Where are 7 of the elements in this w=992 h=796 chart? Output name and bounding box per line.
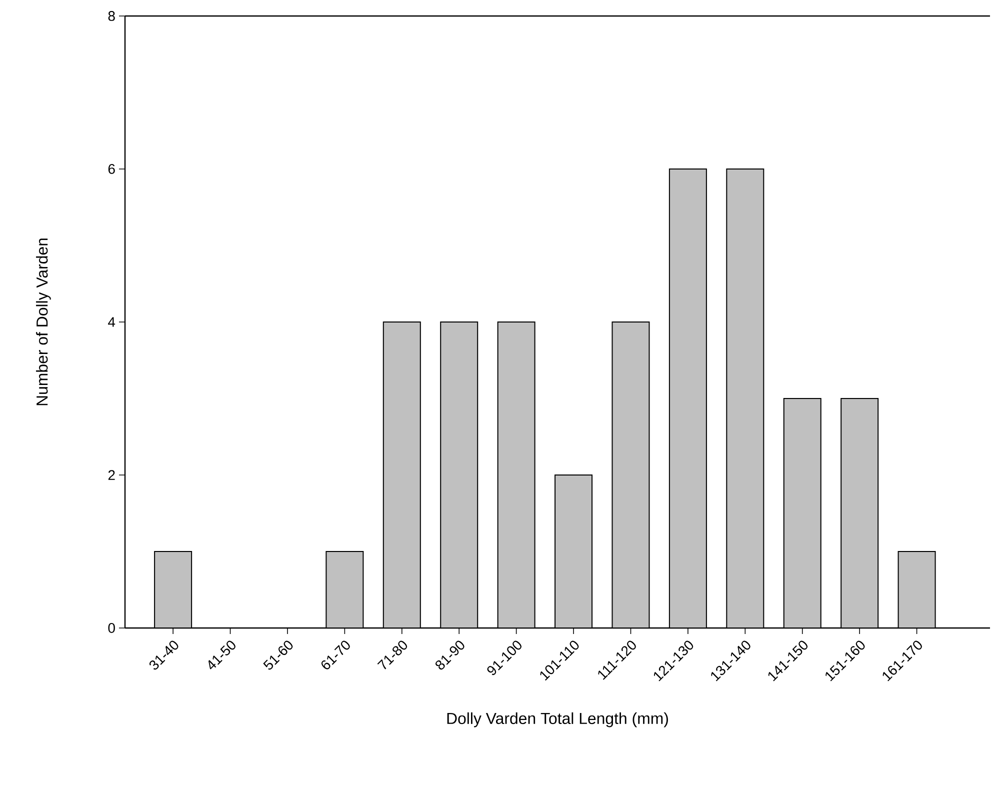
y-tick-label: 0 <box>108 623 115 633</box>
y-axis-title: Number of Dolly Varden <box>36 238 51 406</box>
y-tick-label: 6 <box>108 164 115 174</box>
x-axis-title: Dolly Varden Total Length (mm) <box>447 712 668 728</box>
y-tick-label: 4 <box>108 317 116 327</box>
y-tick-label: 8 <box>108 11 115 21</box>
y-tick-label: 2 <box>108 470 115 480</box>
